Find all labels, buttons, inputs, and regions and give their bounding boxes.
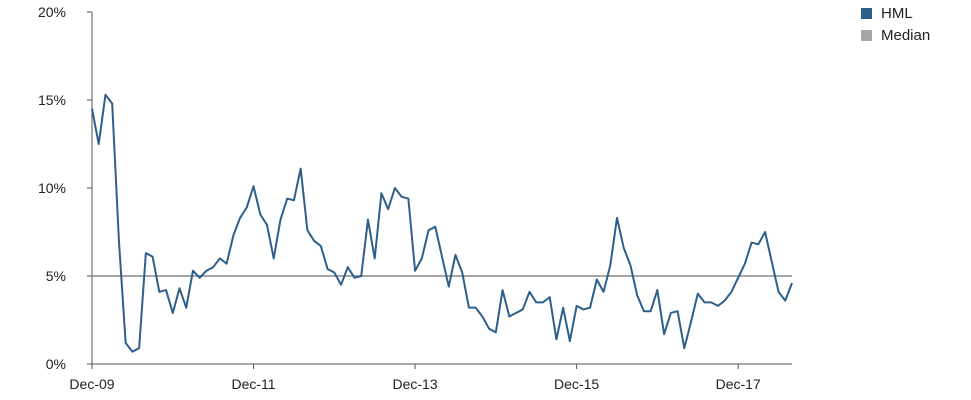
- y-tick-label: 20%: [38, 4, 66, 20]
- x-tick-label: Dec-11: [231, 376, 275, 392]
- hml-series-line: [91, 93, 793, 353]
- legend-swatch-hml: [861, 7, 872, 19]
- x-tick-label: Dec-17: [716, 376, 761, 392]
- legend: HML Median: [861, 2, 930, 46]
- y-tick-label: 0%: [46, 356, 66, 372]
- legend-item-median: Median: [861, 24, 930, 46]
- x-tick-label: Dec-15: [554, 376, 599, 392]
- y-tick-label: 5%: [46, 268, 66, 284]
- y-tick-label: 10%: [38, 180, 66, 196]
- legend-swatch-median: [861, 29, 872, 41]
- x-tick-label: Dec-13: [393, 376, 438, 392]
- y-tick-label: 15%: [38, 92, 66, 108]
- x-axis: Dec-09 Dec-11 Dec-13 Dec-15 Dec-17: [69, 363, 792, 392]
- y-axis: 0% 5% 10% 15% 20%: [38, 4, 93, 372]
- legend-item-hml: HML: [861, 2, 930, 24]
- series-layer: [91, 93, 793, 353]
- legend-label-median: Median: [881, 26, 931, 44]
- x-tick-label: Dec-09: [69, 376, 114, 392]
- legend-label-hml: HML: [881, 4, 913, 22]
